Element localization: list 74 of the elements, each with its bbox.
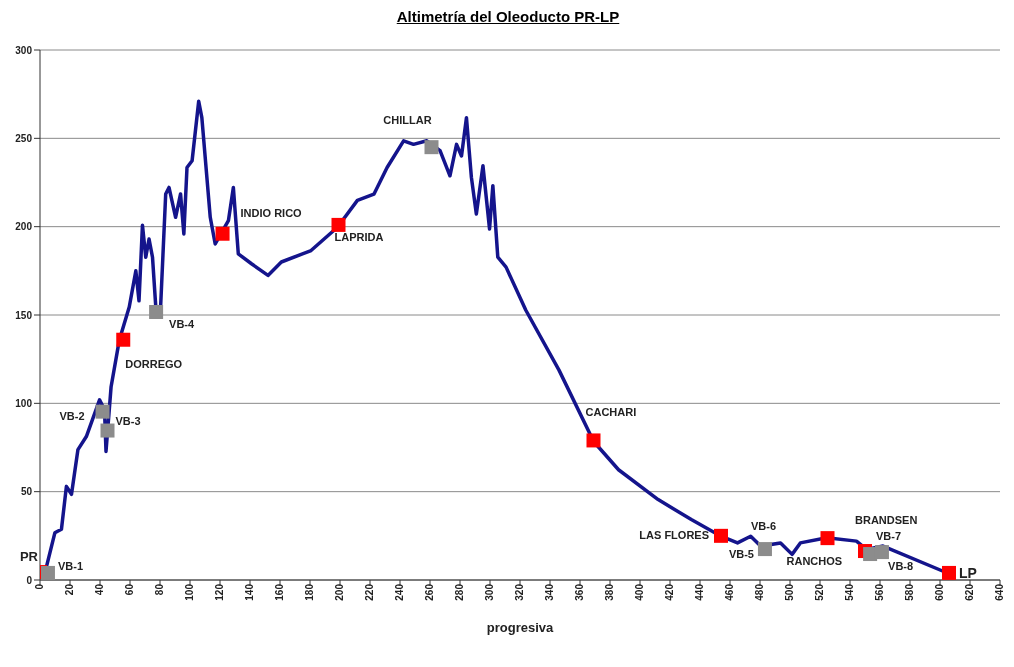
annotation: INDIO RICO — [240, 206, 303, 219]
x-tick-label: 380 — [604, 583, 616, 601]
point — [95, 404, 110, 419]
y-tick-label: 50 — [20, 486, 33, 498]
point — [424, 140, 439, 155]
annotation: RANCHOS — [786, 555, 843, 568]
annotation: VB-7 — [875, 530, 902, 543]
point — [331, 217, 346, 232]
point — [215, 226, 230, 241]
x-tick-label: 100 — [184, 583, 196, 601]
point — [942, 565, 956, 580]
x-tick-label: 40 — [94, 583, 106, 596]
chart-title: Altimetría del Oleoducto PR-LP — [395, 8, 621, 27]
annotation: LP — [959, 564, 977, 581]
point — [820, 531, 835, 546]
x-tick-label: 140 — [244, 583, 256, 601]
x-tick-label: 0 — [34, 583, 46, 590]
y-tick-label: 300 — [15, 44, 33, 56]
annotation: LAPRIDA — [334, 230, 384, 243]
y-tick-label: 150 — [15, 309, 33, 321]
annotation: VB-5 — [728, 548, 754, 561]
y-tick-label: 250 — [15, 132, 33, 144]
point — [40, 565, 55, 580]
annotation: BRANDSEN — [855, 514, 918, 527]
annotation: VB-6 — [750, 520, 777, 533]
point — [149, 305, 164, 319]
x-tick-label: 80 — [154, 583, 166, 596]
x-tick-label: 560 — [874, 583, 886, 601]
x-tick-label: 120 — [214, 583, 226, 601]
x-tick-label: 480 — [754, 583, 766, 601]
annotation: VB-2 — [59, 409, 85, 422]
x-tick-label: 400 — [634, 583, 646, 601]
annotation: VB-1 — [57, 559, 84, 572]
x-tick-label: 300 — [484, 583, 496, 601]
annotation: CHILLAR — [383, 114, 432, 127]
annotation: LAS FLORES — [639, 528, 709, 541]
x-tick-label: 640 — [994, 583, 1006, 601]
y-tick-label: 0 — [26, 574, 33, 586]
x-tick-label: 200 — [334, 583, 346, 601]
point — [116, 332, 131, 347]
x-tick-label: 20 — [64, 583, 76, 596]
point — [757, 542, 772, 557]
annotation: DORREGO — [125, 357, 183, 370]
point — [100, 423, 115, 438]
annotation: PR — [19, 548, 39, 564]
x-tick-label: 500 — [784, 583, 796, 601]
x-tick-label: 600 — [934, 583, 946, 601]
point — [714, 528, 728, 543]
annotation: VB-3 — [115, 414, 141, 427]
x-tick-label: 320 — [514, 583, 526, 601]
x-tick-label: 260 — [424, 583, 436, 601]
x-tick-label: 620 — [964, 583, 976, 601]
annotation: CACHARI — [585, 406, 637, 419]
y-tick-label: 100 — [15, 397, 33, 409]
x-tick-label: 60 — [124, 583, 136, 596]
x-tick-label: 240 — [394, 583, 406, 601]
point — [586, 433, 601, 448]
x-tick-label: 160 — [274, 583, 286, 601]
x-tick-label: 280 — [454, 583, 466, 601]
x-tick-label: 360 — [574, 583, 586, 601]
x-tick-label: 580 — [904, 583, 916, 601]
x-tick-label: 460 — [724, 583, 736, 601]
x-tick-label: 340 — [544, 583, 556, 601]
x-tick-label: 180 — [304, 583, 316, 601]
x-tick-label: 520 — [814, 583, 826, 601]
x-axis-title: progresiva — [486, 620, 554, 635]
point — [874, 545, 889, 560]
x-tick-label: 440 — [694, 583, 706, 601]
x-tick-label: 420 — [664, 583, 676, 601]
y-tick-label: 200 — [15, 221, 33, 233]
x-tick-label: 540 — [844, 583, 856, 601]
x-tick-label: 220 — [364, 583, 376, 601]
annotation: VB-4 — [169, 318, 196, 330]
annotation: VB-8 — [888, 560, 914, 573]
